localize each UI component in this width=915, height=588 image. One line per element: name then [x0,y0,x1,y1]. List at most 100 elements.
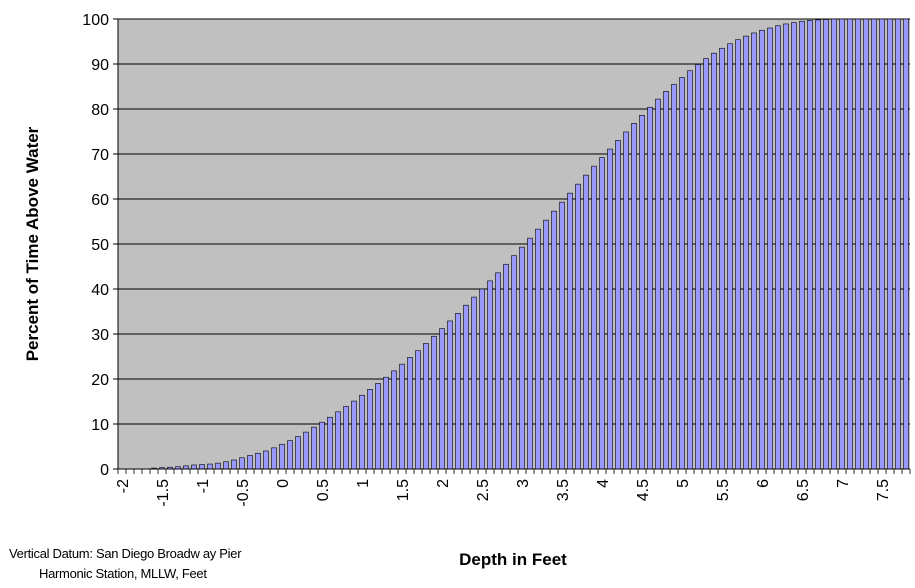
bar [455,312,461,470]
bar [575,183,581,470]
bar [327,416,333,470]
bar [191,464,197,470]
bar [551,210,557,470]
bar [791,22,797,470]
bar [287,440,293,470]
x-tick-label: 1 [355,479,372,488]
x-tick-label: 7 [835,479,852,488]
bar [895,18,901,470]
x-tick-label: 5.5 [715,479,732,501]
x-tick-label: 3.5 [555,479,572,501]
bar [359,394,365,470]
bar [903,18,909,470]
x-tick-label: -1 [195,479,212,493]
bar [751,32,757,470]
bar [623,131,629,470]
bar [863,18,869,470]
bar [343,406,349,470]
bar [439,328,445,470]
bar [647,106,653,470]
bar [759,29,765,470]
y-tick-label: 40 [91,282,109,299]
bar [711,52,717,470]
bar [535,228,541,470]
bar [383,376,389,470]
bar [695,64,701,470]
bar [583,174,589,470]
bar [839,18,845,470]
bar [503,263,509,470]
bar [799,20,805,470]
x-tick-label: 3 [515,479,532,488]
bar [591,165,597,470]
bar [447,320,453,470]
y-tick-label: 60 [91,192,109,209]
bar [719,47,725,470]
bar [615,140,621,470]
bar [207,463,213,470]
y-tick-label: 0 [100,462,109,479]
y-axis-label: Percent of Time Above Water [23,126,42,361]
bar [375,383,381,470]
bar [847,18,853,470]
bar [783,23,789,470]
bar [319,421,325,470]
bar [239,457,245,470]
bar [511,255,517,470]
bar [303,431,309,470]
bar [415,350,421,470]
x-tick-label: 2 [435,479,452,488]
bar [391,370,397,470]
x-tick-label: 1.5 [395,479,412,501]
x-tick-label: -0.5 [235,479,252,507]
datum-note-line2: Harmonic Station, MLLW, Feet [39,566,207,581]
x-tick-label: 6 [755,479,772,488]
x-tick-label: -1.5 [155,479,172,507]
x-tick-label: 0.5 [315,479,332,501]
bar [479,288,485,470]
bar [463,304,469,470]
bar [887,18,893,470]
bar [367,389,373,470]
bar [655,98,661,470]
bar [743,35,749,470]
x-tick-label: -2 [115,479,132,493]
bar [255,452,261,470]
bar [559,201,565,470]
bar [495,272,501,470]
bar [663,91,669,470]
bar [831,18,837,470]
bar [607,148,613,470]
bar [767,27,773,470]
y-tick-label: 30 [91,327,109,344]
bar [295,436,301,470]
bar [431,335,437,470]
x-tick-label: 4 [595,479,612,488]
bar [879,18,885,470]
bar [871,18,877,470]
bar [519,246,525,470]
bar [311,426,317,470]
bar [231,459,237,470]
bar [471,296,477,470]
bar [223,461,229,470]
bar [775,25,781,470]
bar [823,19,829,470]
bar [279,443,285,470]
bar [671,83,677,470]
bar [703,58,709,470]
y-tick-label: 10 [91,417,109,434]
bar [543,219,549,470]
bar [735,39,741,470]
bar [631,123,637,470]
bar [687,70,693,470]
bar [215,462,221,470]
bar [423,343,429,470]
x-tick-label: 4.5 [635,479,652,501]
bar [263,450,269,470]
x-tick-label: 5 [675,479,692,488]
bar [399,363,405,470]
bar [599,157,605,470]
bar [247,455,253,470]
x-tick-labels: -2 -1.5 -1 -0.5 0 0.5 1 1.5 2 2.5 3 3.5 4 4.5 5 5.5 6 6.5… [115,469,911,507]
